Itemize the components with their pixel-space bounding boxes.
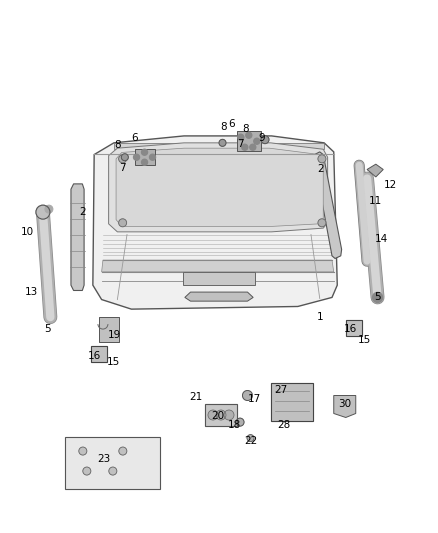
Bar [134,149,155,165]
Bar [205,404,237,426]
Polygon shape [102,260,334,272]
Circle shape [216,410,226,420]
Circle shape [318,155,326,163]
Bar [237,131,261,151]
Polygon shape [93,136,337,309]
Text: 19: 19 [108,330,121,340]
Text: 17: 17 [248,394,261,403]
Bar [346,320,362,336]
Bar [91,346,107,362]
Text: 7: 7 [237,139,244,149]
Text: 1: 1 [317,312,324,322]
Circle shape [219,139,226,147]
Circle shape [83,467,91,475]
Text: 27: 27 [275,385,288,395]
Circle shape [254,138,260,144]
Text: 11: 11 [369,197,382,206]
Text: 15: 15 [106,358,120,367]
Polygon shape [367,164,383,177]
Text: 12: 12 [384,181,397,190]
Text: 2: 2 [317,165,324,174]
Bar [65,437,160,489]
Polygon shape [71,184,84,290]
Circle shape [246,132,252,138]
Circle shape [141,149,148,155]
Circle shape [141,159,148,165]
Circle shape [109,467,117,475]
Circle shape [373,293,382,302]
Circle shape [242,144,248,150]
Bar [99,317,119,342]
Circle shape [149,154,155,160]
Text: 7: 7 [119,163,126,173]
Bar [205,404,237,426]
Text: 8: 8 [242,124,249,134]
Circle shape [134,154,140,160]
Text: 20: 20 [212,411,225,421]
Polygon shape [183,272,255,285]
Bar [271,383,313,421]
Text: 5: 5 [374,293,381,302]
Circle shape [250,144,256,150]
Text: 30: 30 [339,399,352,409]
Text: 5: 5 [44,325,51,334]
Circle shape [236,418,244,426]
Bar [99,317,119,342]
Bar [346,320,362,336]
Circle shape [36,205,50,219]
Polygon shape [114,143,324,149]
Circle shape [261,135,269,144]
Text: 2: 2 [79,207,86,217]
Text: 8: 8 [114,140,121,150]
Bar [65,437,160,489]
Text: 6: 6 [228,119,235,128]
Bar [134,149,155,165]
Circle shape [238,134,244,140]
Circle shape [247,434,254,442]
Text: 22: 22 [244,437,257,446]
Polygon shape [314,152,342,259]
Text: 10: 10 [21,227,34,237]
Text: 21: 21 [190,392,203,402]
Polygon shape [116,148,323,227]
Circle shape [119,219,127,227]
Circle shape [79,447,87,455]
Polygon shape [334,395,356,417]
Text: 6: 6 [131,133,138,142]
Circle shape [224,410,234,420]
Bar [237,131,261,151]
Circle shape [208,410,218,420]
Bar [91,346,107,362]
Circle shape [318,219,326,227]
Text: 14: 14 [375,234,389,244]
Text: 16: 16 [344,325,357,334]
Text: 9: 9 [258,133,265,142]
Circle shape [119,155,127,163]
Text: 8: 8 [220,122,227,132]
Text: 23: 23 [98,455,111,464]
Text: 18: 18 [228,421,241,430]
Circle shape [243,391,252,400]
Bar [271,383,313,421]
Text: 16: 16 [88,351,101,361]
Circle shape [38,207,48,217]
Circle shape [119,447,127,455]
Polygon shape [109,143,328,232]
Text: 15: 15 [358,335,371,345]
Circle shape [45,205,53,213]
Text: 13: 13 [25,287,38,297]
Circle shape [121,154,128,161]
Text: 28: 28 [277,421,290,430]
Polygon shape [185,292,253,301]
